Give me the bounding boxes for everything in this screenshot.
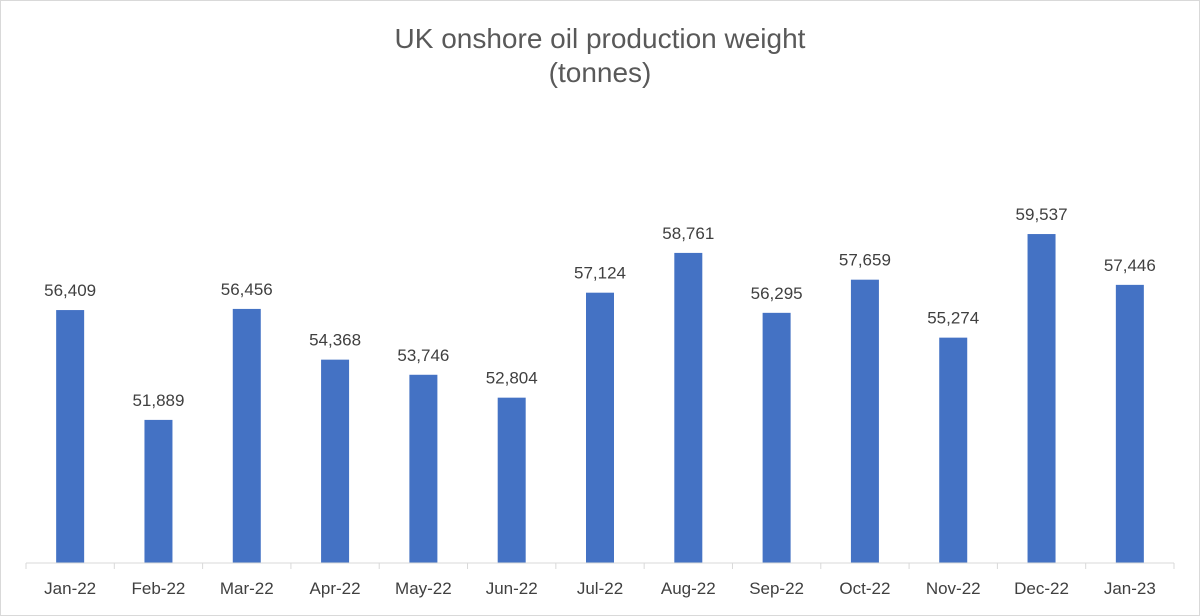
bar-dec-22	[1027, 234, 1056, 563]
bar-jan-23	[1115, 284, 1144, 563]
bar-apr-22	[321, 359, 350, 563]
x-tick-label: Jun-22	[486, 579, 538, 598]
bar-oct-22	[850, 279, 879, 563]
data-label: 56,456	[221, 280, 273, 299]
chart-subtitle-line: (tonnes)	[548, 57, 652, 88]
bar-nov-22	[939, 337, 968, 563]
data-label: 57,446	[1104, 256, 1156, 275]
data-label: 58,761	[662, 224, 714, 243]
x-tick-label: Oct-22	[839, 579, 890, 598]
data-label: 57,659	[839, 251, 891, 270]
chart-title: UK onshore oil production weight (tonnes…	[0, 22, 1200, 90]
x-tick-label: Jan-23	[1104, 579, 1156, 598]
bar-jul-22	[586, 292, 614, 563]
x-tick-label: May-22	[395, 579, 452, 598]
bars-layer	[56, 234, 1144, 563]
bar-may-22	[409, 374, 438, 563]
x-tick-label: Nov-22	[926, 579, 981, 598]
data-label: 55,274	[927, 309, 979, 328]
x-tick-labels: Jan-22 Feb-22 Mar-22 Apr-22 May-22 Jun-22 Jul-…	[44, 579, 1156, 598]
x-tick-label: Sep-22	[749, 579, 804, 598]
x-tick-label: Jul-22	[577, 579, 623, 598]
x-tick-label: Feb-22	[132, 579, 186, 598]
data-label: 54,368	[309, 331, 361, 350]
data-label: 57,124	[574, 264, 626, 283]
bar-mar-22	[232, 308, 261, 563]
x-tick-marks	[25, 563, 1175, 569]
data-labels-layer: 56,409 51,889 56,456 54,368 53,746 52,804 57,1…	[44, 205, 1156, 410]
data-label: 59,537	[1016, 205, 1068, 224]
data-label: 53,746	[397, 346, 449, 365]
bar-jun-22	[497, 397, 526, 563]
data-label: 56,409	[44, 281, 96, 300]
bar-feb-22	[144, 419, 173, 563]
x-tick-label: Mar-22	[220, 579, 274, 598]
x-tick-label: Jan-22	[44, 579, 96, 598]
bar-aug-22	[674, 252, 703, 563]
data-label: 56,295	[751, 284, 803, 303]
x-tick-label: Dec-22	[1014, 579, 1069, 598]
x-tick-label: Apr-22	[310, 579, 361, 598]
bar-jan-22	[56, 310, 85, 563]
data-label: 52,804	[486, 369, 538, 388]
bar-sep-22	[762, 312, 791, 563]
chart-title-line: UK onshore oil production weight	[394, 23, 806, 54]
x-tick-label: Aug-22	[661, 579, 716, 598]
data-label: 51,889	[132, 391, 184, 410]
